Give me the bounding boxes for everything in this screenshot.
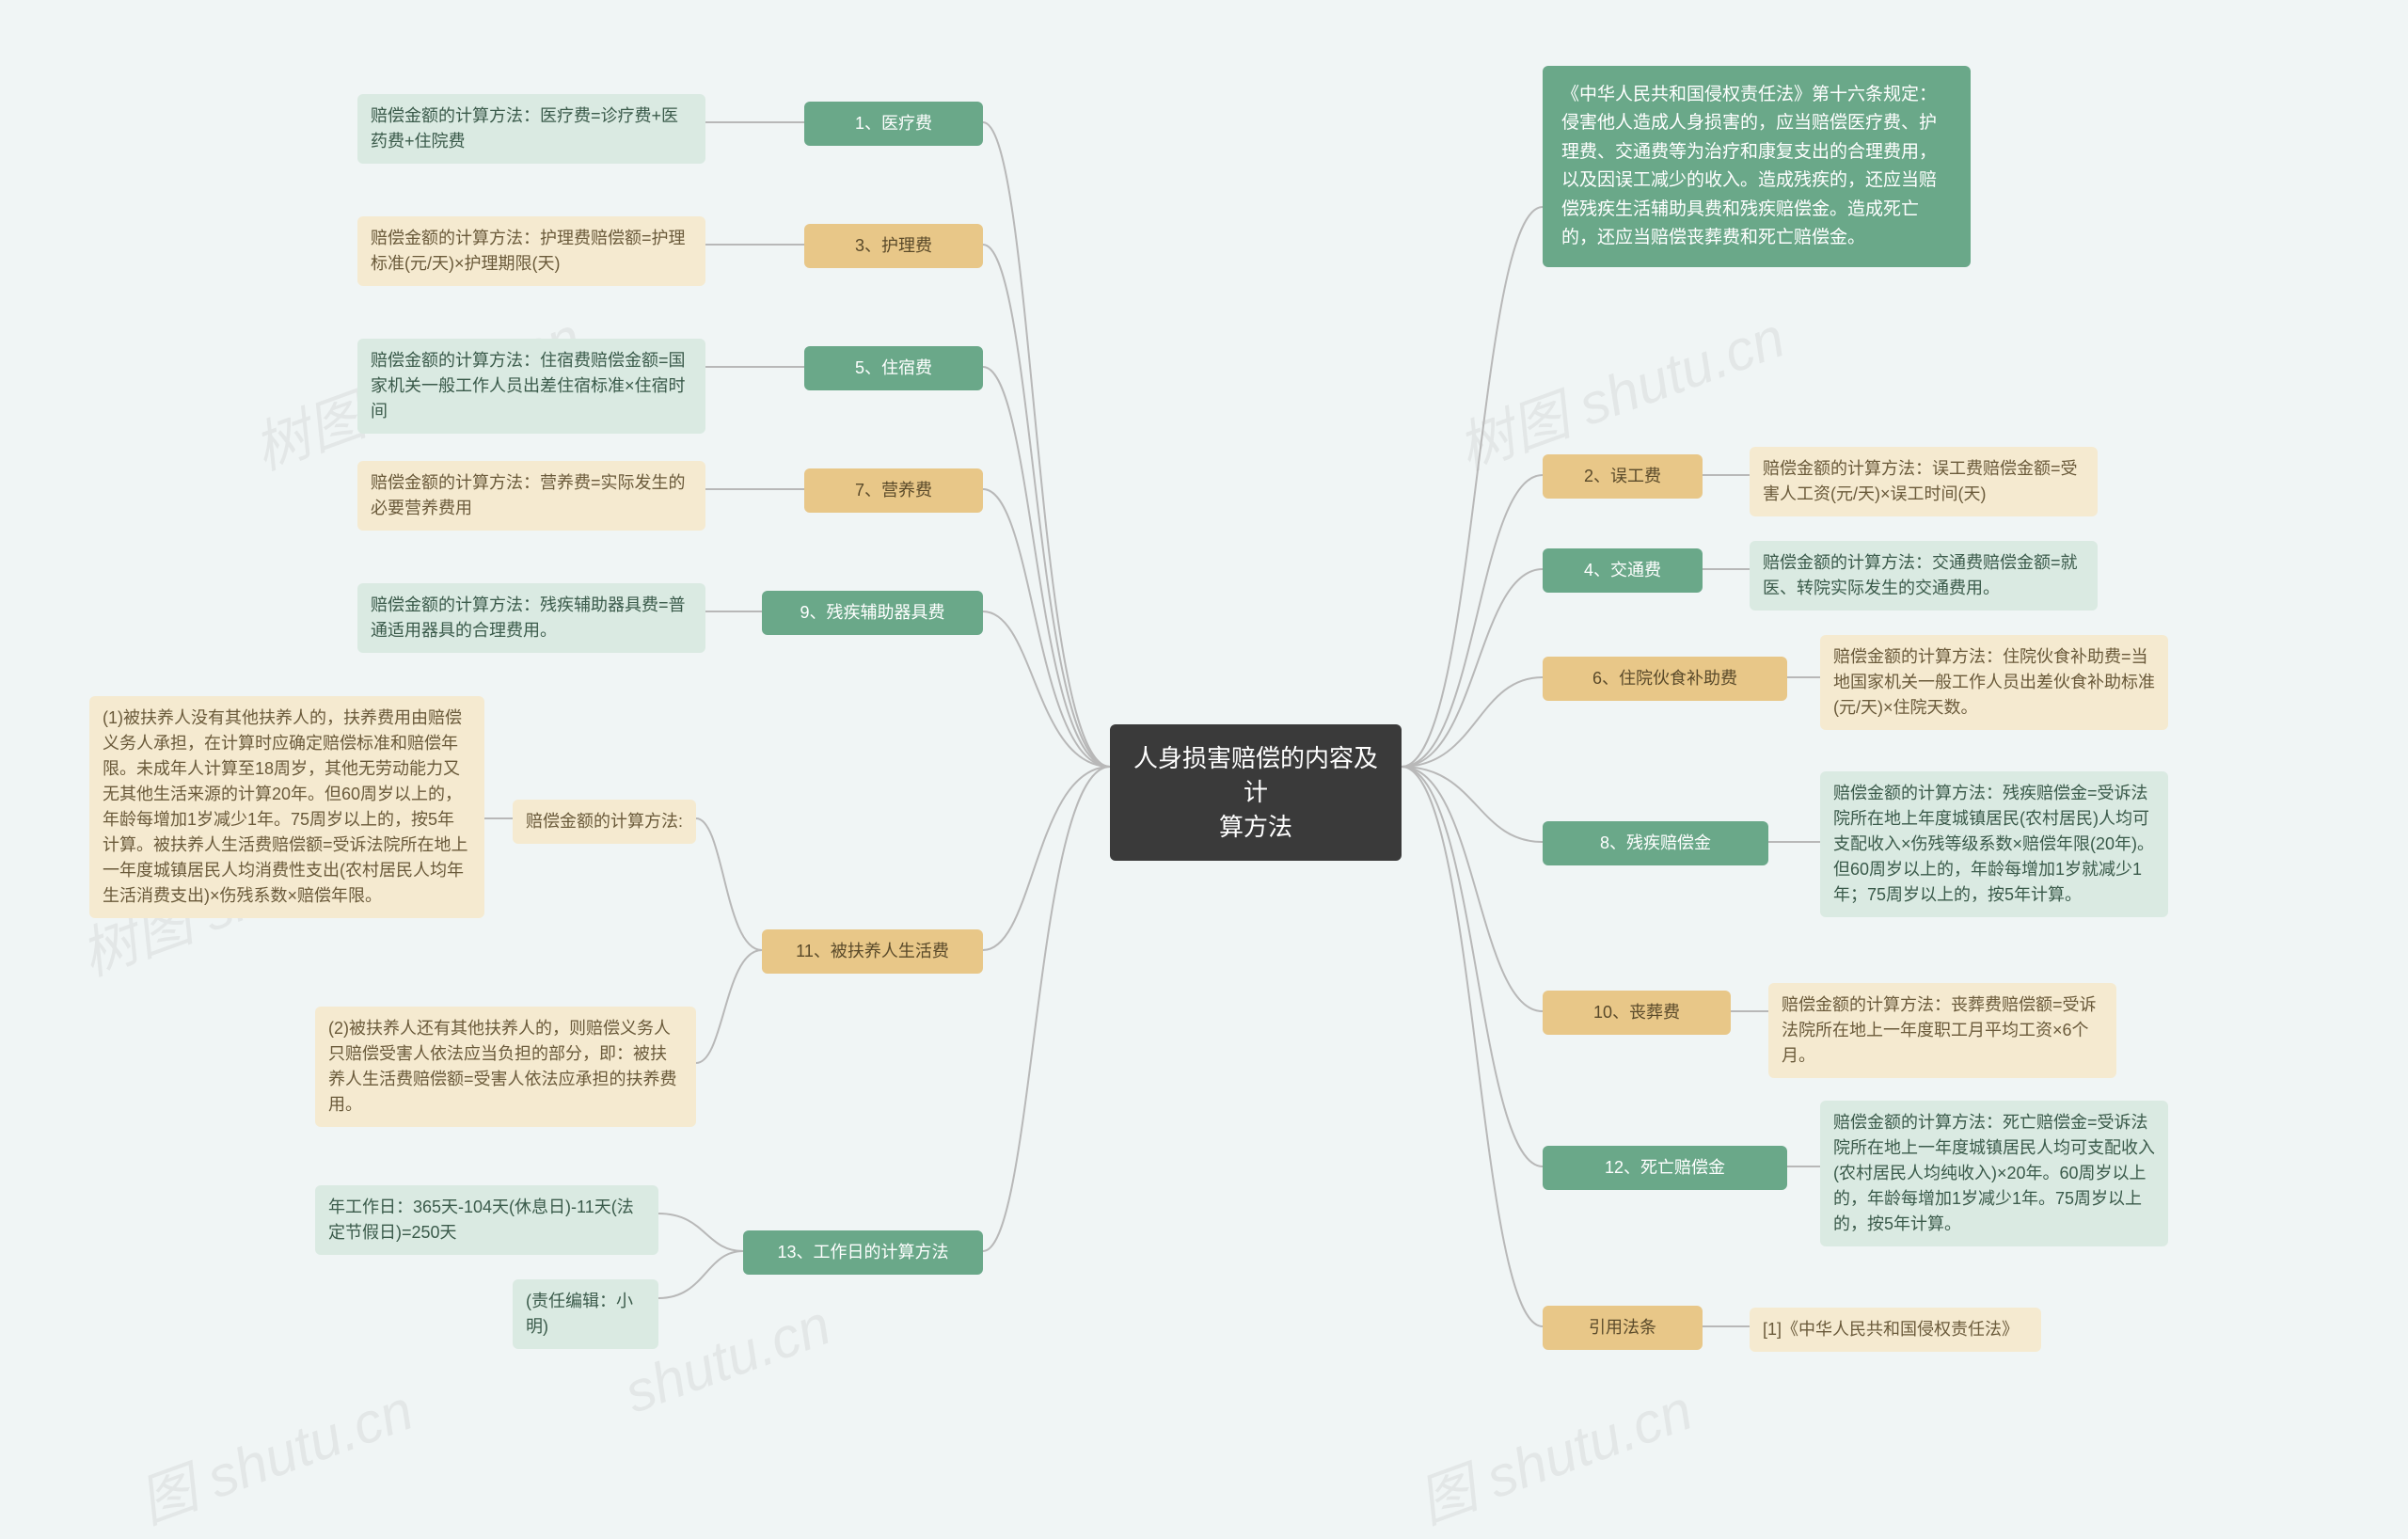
node-3: 3、护理费 [804,224,983,268]
node-4-detail: 赔偿金额的计算方法：交通费赔偿金额=就医、转院实际发生的交通费用。 [1750,541,2098,611]
node-12: 12、死亡赔偿金 [1543,1146,1787,1190]
node-cite: 引用法条 [1543,1306,1703,1350]
node-2: 2、误工费 [1543,454,1703,499]
watermark: 图 shutu.cn [126,1365,422,1539]
node-11-sub1-label: 赔偿金额的计算方法: [513,800,696,844]
node-12-detail: 赔偿金额的计算方法：死亡赔偿金=受诉法院所在地上一年度城镇居民人均可支配收入(农… [1820,1101,2168,1246]
node-11-sub1a: (1)被扶养人没有其他扶养人的，扶养费用由赔偿义务人承担，在计算时应确定赔偿标准… [89,696,484,918]
watermark: 图 shutu.cn [1405,1365,1702,1539]
node-1: 1、医疗费 [804,102,983,146]
node-11-sub1b: (2)被扶养人还有其他扶养人的，则赔偿义务人只赔偿受害人依法应当负担的部分，即：… [315,1007,696,1127]
node-7-detail: 赔偿金额的计算方法：营养费=实际发生的必要营养费用 [357,461,705,531]
node-2-detail: 赔偿金额的计算方法：误工费赔偿金额=受害人工资(元/天)×误工时间(天) [1750,447,2098,516]
node-3-detail: 赔偿金额的计算方法：护理费赔偿额=护理标准(元/天)×护理期限(天) [357,216,705,286]
node-10-detail: 赔偿金额的计算方法：丧葬费赔偿额=受诉法院所在地上一年度职工月平均工资×6个月。 [1768,983,2116,1078]
node-8: 8、残疾赔偿金 [1543,821,1768,865]
node-1-detail: 赔偿金额的计算方法：医疗费=诊疗费+医药费+住院费 [357,94,705,164]
node-6-detail: 赔偿金额的计算方法：住院伙食补助费=当地国家机关一般工作人员出差伙食补助标准(元… [1820,635,2168,730]
node-7: 7、营养费 [804,468,983,513]
node-4: 4、交通费 [1543,548,1703,593]
node-cite-detail: [1]《中华人民共和国侵权责任法》 [1750,1308,2041,1352]
node-8-detail: 赔偿金额的计算方法：残疾赔偿金=受诉法院所在地上年度城镇居民(农村居民)人均可支… [1820,771,2168,917]
node-5: 5、住宿费 [804,346,983,390]
root-node: 人身损害赔偿的内容及计算方法 [1110,724,1402,861]
node-11: 11、被扶养人生活费 [762,929,983,974]
node-13-detail1: 年工作日：365天-104天(休息日)-11天(法定节假日)=250天 [315,1185,658,1255]
node-5-detail: 赔偿金额的计算方法：住宿费赔偿金额=国家机关一般工作人员出差住宿标准×住宿时间 [357,339,705,434]
node-9-detail: 赔偿金额的计算方法：残疾辅助器具费=普通适用器具的合理费用。 [357,583,705,653]
node-10: 10、丧葬费 [1543,991,1731,1035]
node-13: 13、工作日的计算方法 [743,1230,983,1275]
intro-box: 《中华人民共和国侵权责任法》第十六条规定：侵害他人造成人身损害的，应当赔偿医疗费… [1543,66,1971,267]
node-6: 6、住院伙食补助费 [1543,657,1787,701]
node-9: 9、残疾辅助器具费 [762,591,983,635]
node-13-detail2: (责任编辑：小明) [513,1279,658,1349]
